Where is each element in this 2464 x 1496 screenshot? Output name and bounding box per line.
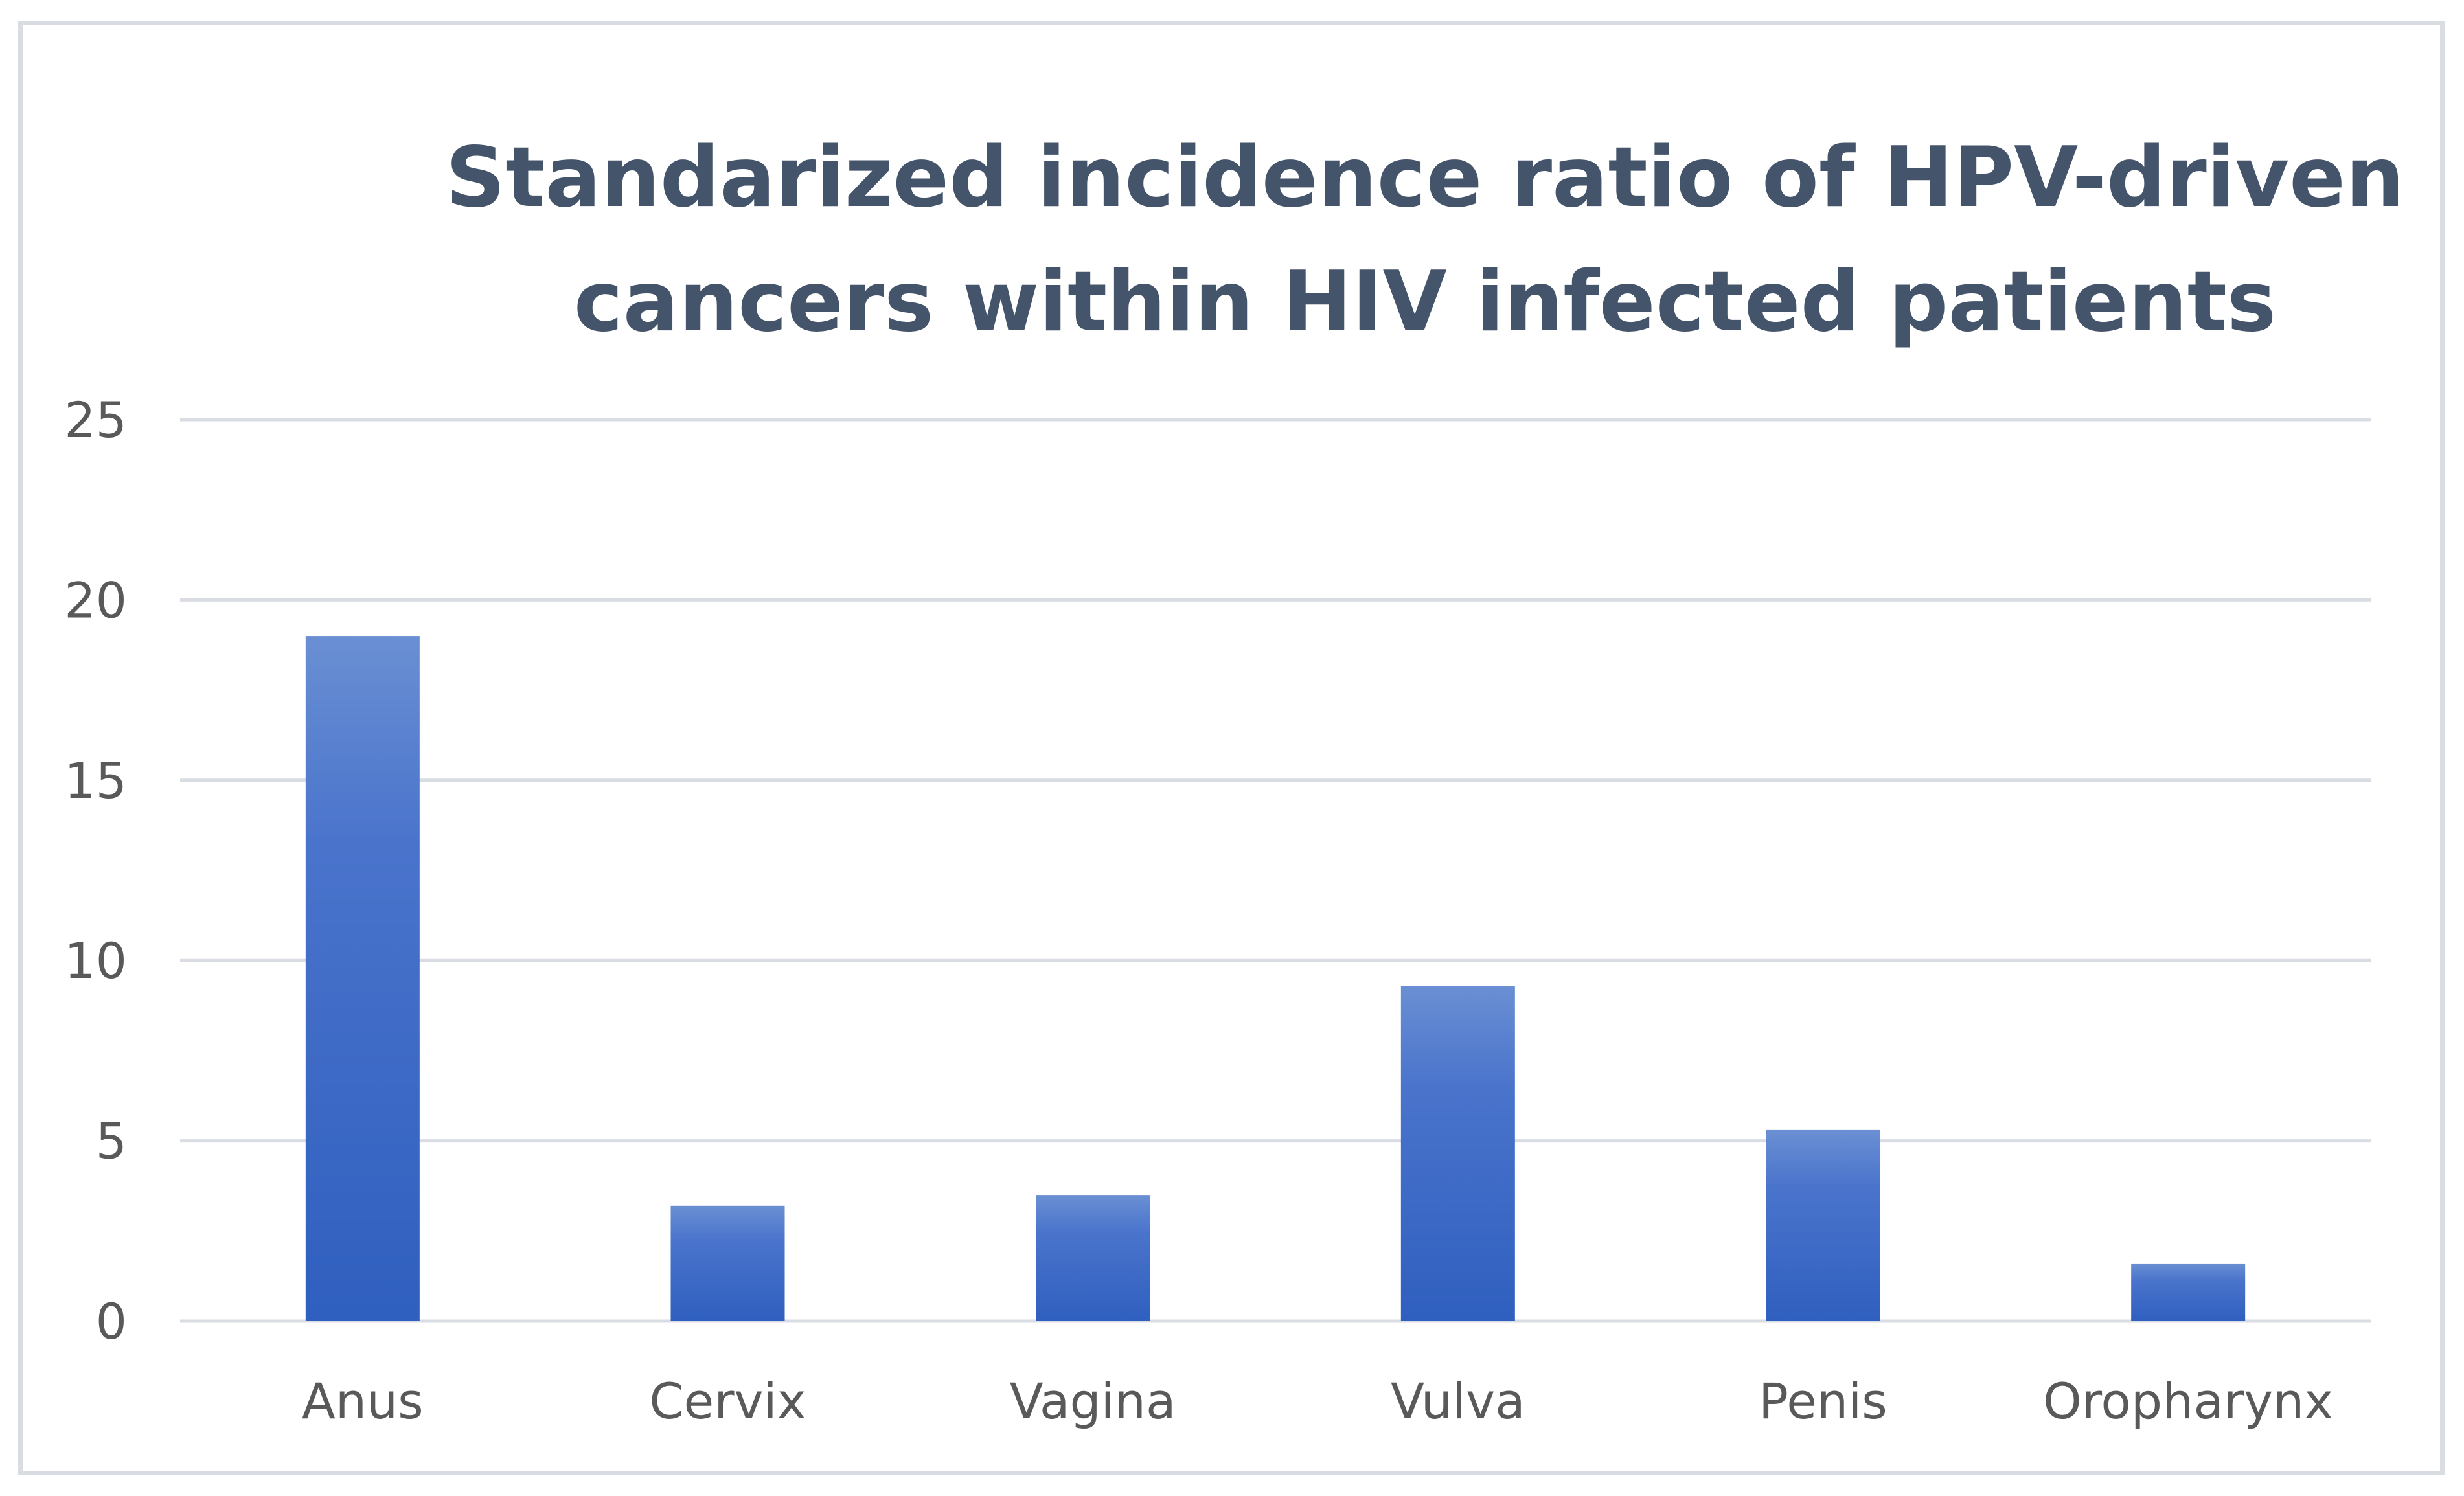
bar-oropharynx bbox=[2131, 1263, 2246, 1321]
gridlines bbox=[180, 418, 2371, 1323]
chart-title-line-1: Standarized incidence ratio of HPV-drive… bbox=[446, 130, 2404, 226]
y-tick-label: 15 bbox=[64, 752, 127, 810]
chart-frame bbox=[18, 21, 2445, 1475]
x-category-label-anus: Anus bbox=[302, 1372, 424, 1430]
x-category-label-vulva: Vulva bbox=[1391, 1372, 1525, 1430]
x-category-label-penis: Penis bbox=[1759, 1372, 1888, 1430]
bar-anus bbox=[305, 636, 420, 1321]
y-tick-label: 5 bbox=[96, 1113, 127, 1170]
x-category-label-oropharynx: Oropharynx bbox=[2043, 1372, 2333, 1430]
chart-title: Standarized incidence ratio of HPV-drive… bbox=[446, 130, 2404, 350]
y-tick-label: 0 bbox=[96, 1293, 127, 1350]
bar-cervix bbox=[670, 1205, 785, 1321]
y-tick-label: 10 bbox=[64, 932, 127, 990]
bar-vagina bbox=[1036, 1195, 1150, 1321]
bar-vulva bbox=[1400, 986, 1515, 1321]
x-category-label-vagina: Vagina bbox=[1010, 1372, 1176, 1430]
chart-title-line-2: cancers within HIV infected patients bbox=[574, 254, 2276, 350]
y-axis-tick-labels: 0 5 10 15 20 25 bbox=[64, 391, 127, 1350]
x-axis-category-labels: Anus Cervix Vagina Vulva Penis Oropharynx bbox=[302, 1372, 2333, 1430]
x-category-label-cervix: Cervix bbox=[649, 1372, 806, 1430]
bar-penis bbox=[1766, 1129, 1880, 1321]
y-tick-label: 25 bbox=[64, 391, 127, 449]
bars bbox=[305, 636, 2246, 1321]
y-tick-label: 20 bbox=[64, 571, 127, 629]
